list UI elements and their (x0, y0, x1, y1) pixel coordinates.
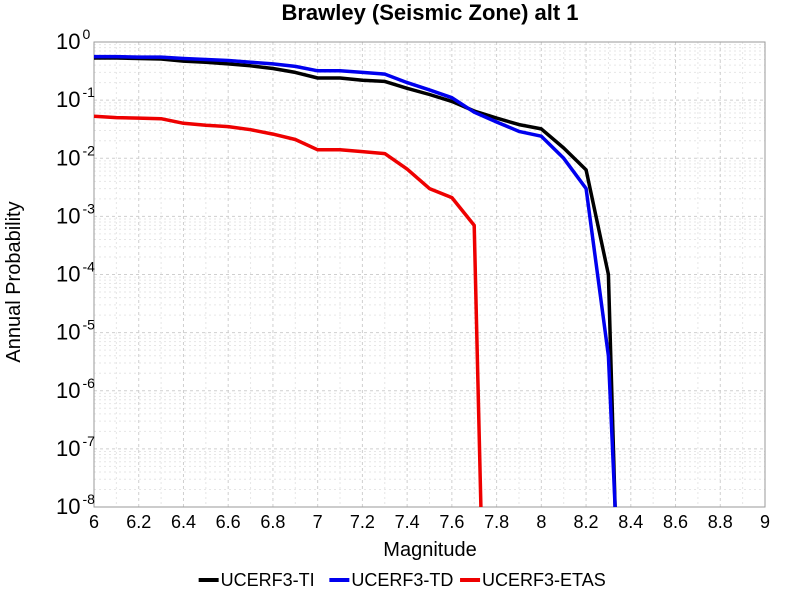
series-line-ucerf3-etas (93, 114, 483, 508)
x-tick-label: 8.6 (663, 512, 688, 532)
y-tick-label: 10 -2 (56, 142, 95, 170)
x-tick-label: 6.2 (126, 512, 151, 532)
y-tick-label: 10 -7 (56, 433, 95, 461)
y-tick-label: 10 -1 (56, 84, 95, 112)
x-axis-ticks: 6 6.2 6.4 6.6 6.8 7 7.2 7.4 7.6 7.8 8 8.2 8.4 8.6 8.8 9 (89, 512, 770, 532)
plot-frame (93, 41, 766, 508)
chart-title: Brawley (Seismic Zone) alt 1 (281, 0, 578, 25)
y-tick-label: 10 -8 (56, 491, 95, 519)
x-tick-label: 8.8 (708, 512, 733, 532)
y-tick-label: 10 -5 (56, 317, 95, 345)
legend-label: UCERF3-TI (221, 570, 315, 590)
y-tick-label: 10 -4 (56, 259, 95, 287)
x-tick-label: 7 (313, 512, 323, 532)
x-tick-label: 9 (760, 512, 770, 532)
series-line-ucerf3-ti (94, 56, 617, 508)
x-tick-label: 7.8 (484, 512, 509, 532)
y-axis-label: Annual Probability (3, 201, 25, 362)
x-axis-label: Magnitude (383, 539, 476, 561)
y-tick-label: 10 -6 (56, 375, 95, 403)
y-tick-label: 10 0 (56, 26, 90, 54)
legend-item-ucerf3-etas: UCERF3-ETAS (460, 570, 606, 590)
legend-label: UCERF3-ETAS (482, 570, 606, 590)
x-tick-label: 8.4 (618, 512, 643, 532)
x-tick-label: 7.4 (395, 512, 420, 532)
x-tick-label: 6.8 (260, 512, 285, 532)
series-line-ucerf3-td (94, 54, 617, 508)
legend-label: UCERF3-TD (351, 570, 453, 590)
legend: UCERF3-TI UCERF3-TD UCERF3-ETAS (198, 570, 606, 590)
x-tick-label: 6.6 (216, 512, 241, 532)
x-tick-label: 8.2 (574, 512, 599, 532)
legend-item-ucerf3-td: UCERF3-TD (329, 570, 453, 590)
x-tick-label: 7.2 (350, 512, 375, 532)
grid (93, 41, 766, 508)
x-tick-label: 7.6 (439, 512, 464, 532)
series-layer (93, 54, 617, 508)
x-tick-label: 8 (536, 512, 546, 532)
y-tick-label: 10 -3 (56, 200, 95, 228)
x-tick-label: 6.4 (171, 512, 196, 532)
legend-item-ucerf3-ti: UCERF3-TI (198, 570, 315, 590)
x-tick-label: 6 (89, 512, 99, 532)
